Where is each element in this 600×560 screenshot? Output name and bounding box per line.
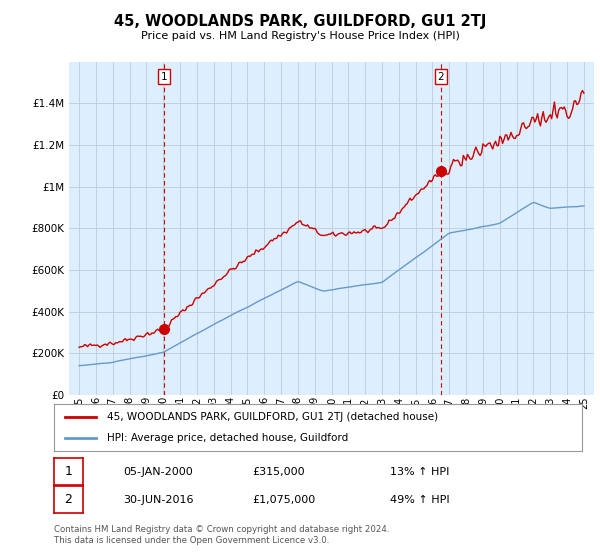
Text: 30-JUN-2016: 30-JUN-2016 bbox=[123, 494, 193, 505]
Text: 2: 2 bbox=[437, 72, 444, 82]
Text: Price paid vs. HM Land Registry's House Price Index (HPI): Price paid vs. HM Land Registry's House … bbox=[140, 31, 460, 41]
Text: Contains HM Land Registry data © Crown copyright and database right 2024.
This d: Contains HM Land Registry data © Crown c… bbox=[54, 525, 389, 545]
Text: 05-JAN-2000: 05-JAN-2000 bbox=[123, 466, 193, 477]
Text: 13% ↑ HPI: 13% ↑ HPI bbox=[390, 466, 449, 477]
Text: 1: 1 bbox=[64, 465, 73, 478]
Text: £1,075,000: £1,075,000 bbox=[252, 494, 315, 505]
Text: HPI: Average price, detached house, Guildford: HPI: Average price, detached house, Guil… bbox=[107, 433, 348, 444]
Text: 49% ↑ HPI: 49% ↑ HPI bbox=[390, 494, 449, 505]
Text: £315,000: £315,000 bbox=[252, 466, 305, 477]
Text: 45, WOODLANDS PARK, GUILDFORD, GU1 2TJ (detached house): 45, WOODLANDS PARK, GUILDFORD, GU1 2TJ (… bbox=[107, 412, 438, 422]
Text: 2: 2 bbox=[64, 493, 73, 506]
Text: 45, WOODLANDS PARK, GUILDFORD, GU1 2TJ: 45, WOODLANDS PARK, GUILDFORD, GU1 2TJ bbox=[114, 14, 486, 29]
Text: 1: 1 bbox=[161, 72, 167, 82]
